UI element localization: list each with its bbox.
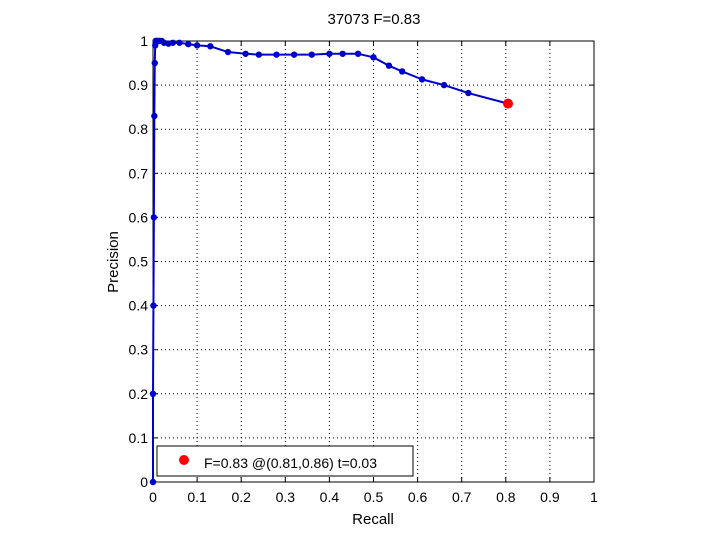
grid [153,41,594,482]
series-point [398,68,406,75]
x-tick-label: 0.6 [408,489,428,505]
x-tick-label: 0 [149,489,157,505]
series-point [207,43,214,50]
series-point [339,50,346,57]
y-tick-label: 0.5 [129,254,149,270]
series-point [193,42,201,49]
y-tick-label: 1 [140,33,148,49]
series-point [290,51,298,58]
x-tick-label: 0.5 [364,489,384,505]
series-point [440,81,448,89]
y-tick-label: 0.8 [129,121,149,137]
x-tick-label: 0.4 [320,489,340,505]
series-point [465,89,472,97]
x-tick-label: 0.2 [231,489,251,505]
series-point [418,76,426,83]
y-tick-label: 0.3 [129,342,149,358]
legend: F=0.83 @(0.81,0.86) t=0.03 [156,445,414,477]
best-point-marker [503,98,514,109]
legend-marker [179,455,189,465]
series-point [149,478,157,486]
tick-labels: 0 0.1 0.2 0.3 0.4 0.5 0.6 0.7 0.8 0.9 1 0 0.1 0.2 0.3 0… [129,33,599,505]
series-point [150,302,157,309]
series-point [224,48,232,56]
x-axis-label: Recall [352,511,394,528]
y-tick-label: 0.6 [129,209,149,225]
x-tick-label: 1 [590,489,598,505]
legend-box [156,445,414,477]
series-point [385,62,393,69]
series-point [176,39,183,46]
y-tick-label: 0.7 [129,165,149,181]
x-tick-label: 0.9 [540,489,560,505]
x-tick-label: 0.7 [452,489,472,505]
x-tick-label: 0.1 [187,489,207,505]
series-point [370,54,377,61]
series-point [149,390,157,397]
y-tick-label: 0.4 [129,298,149,314]
series-point [354,50,362,57]
y-tick-label: 0.2 [129,386,149,402]
series-point [151,112,158,120]
best-point-layer [503,98,514,109]
x-tick-label: 0.8 [496,489,516,505]
y-axis-label: Precision [105,231,122,293]
chart-title: 37073 F=0.83 [328,11,421,28]
y-tick-label: 0.1 [129,430,149,446]
series-point [151,59,158,67]
y-tick-label: 0 [140,474,148,490]
series-point [308,51,315,58]
x-tick-label: 0.3 [276,489,296,505]
series-point [242,50,249,57]
series-point [273,51,280,58]
series-point [185,40,192,48]
legend-label: F=0.83 @(0.81,0.86) t=0.03 [204,455,377,471]
series-layer [149,37,512,486]
series-point [326,50,333,57]
series-point [169,39,177,46]
series-point [150,214,158,221]
series-point [255,51,263,58]
y-tick-label: 0.9 [129,77,149,93]
